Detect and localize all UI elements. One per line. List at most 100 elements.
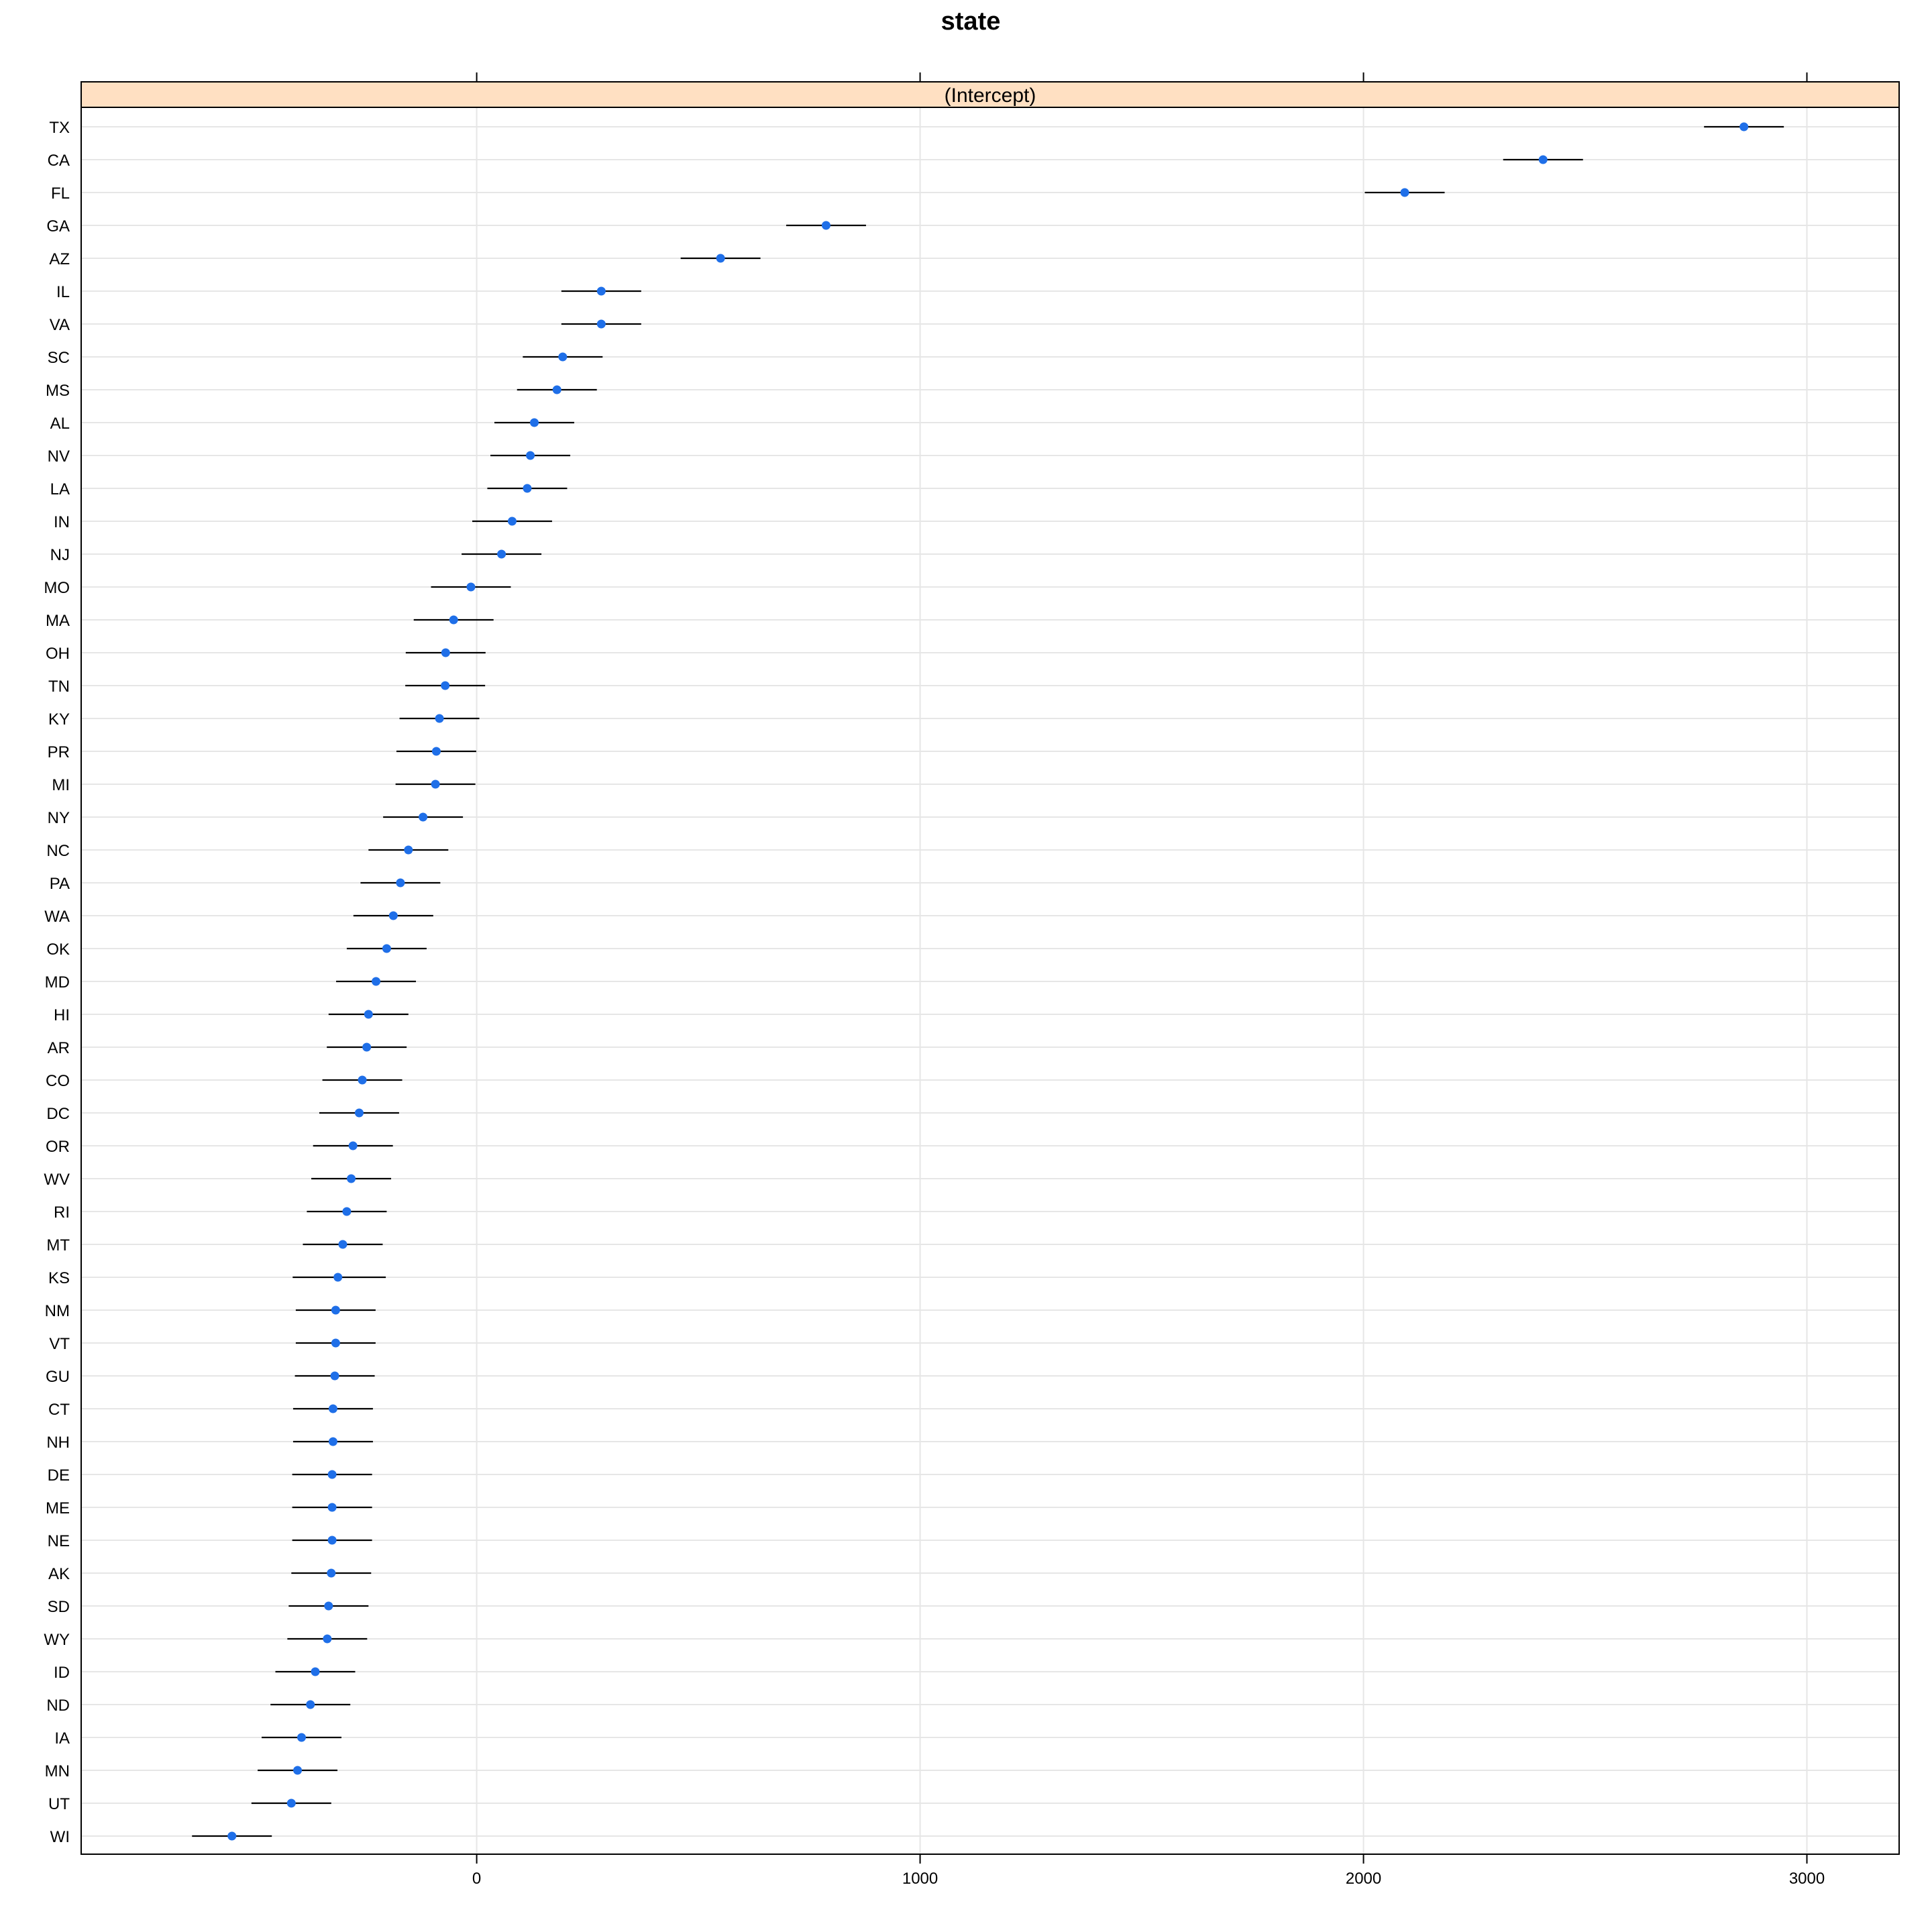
point-nh — [328, 1437, 337, 1446]
point-il — [596, 286, 606, 296]
category-label-nh: NH — [46, 1434, 70, 1452]
category-label-nv: NV — [48, 447, 70, 466]
point-pr — [431, 747, 441, 756]
point-wv — [347, 1174, 356, 1183]
point-me — [327, 1503, 337, 1512]
category-label-de: DE — [48, 1466, 70, 1485]
category-label-ks: KS — [48, 1269, 70, 1287]
point-fl — [1400, 188, 1409, 197]
x-tick-label: 3000 — [1789, 1870, 1825, 1888]
category-label-ar: AR — [48, 1039, 70, 1057]
point-sc — [558, 352, 568, 362]
category-label-wy: WY — [44, 1631, 70, 1649]
gridlines — [81, 107, 1899, 1854]
category-label-ia: IA — [54, 1729, 70, 1748]
category-label-hi: HI — [54, 1006, 70, 1024]
point-in — [507, 517, 517, 526]
point-id — [311, 1667, 320, 1676]
point-mi — [431, 780, 440, 789]
category-label-nc: NC — [46, 842, 70, 860]
category-label-ne: NE — [48, 1532, 70, 1550]
point-ne — [327, 1536, 337, 1545]
category-label-mn: MN — [45, 1762, 70, 1780]
point-co — [358, 1075, 367, 1085]
category-label-sd: SD — [48, 1598, 70, 1616]
top-axis-ticks — [476, 72, 1808, 82]
point-vt — [331, 1338, 340, 1348]
point-ut — [286, 1799, 296, 1808]
point-al — [530, 418, 539, 427]
category-label-tx: TX — [49, 119, 70, 137]
point-ga — [821, 221, 830, 230]
point-or — [348, 1141, 358, 1150]
category-label-la: LA — [50, 480, 70, 498]
point-ca — [1538, 155, 1548, 164]
category-label-id: ID — [54, 1664, 70, 1682]
chart-title: state — [941, 7, 1001, 36]
point-gu — [330, 1371, 339, 1381]
category-label-ky: KY — [48, 710, 70, 729]
category-label-tn: TN — [48, 678, 70, 696]
category-label-gu: GU — [46, 1368, 70, 1386]
point-ky — [435, 714, 444, 723]
point-ok — [382, 944, 391, 953]
point-wi — [227, 1831, 237, 1841]
point-va — [596, 319, 606, 329]
x-tick-label: 0 — [472, 1870, 481, 1888]
point-tn — [441, 681, 450, 690]
point-mo — [466, 582, 476, 592]
category-label-az: AZ — [49, 250, 70, 268]
category-label-oh: OH — [46, 645, 70, 663]
category-label-sc: SC — [48, 349, 70, 367]
point-az — [716, 254, 725, 263]
category-label-fl: FL — [51, 184, 70, 203]
x-tick-label: 2000 — [1346, 1870, 1381, 1888]
category-label-mt: MT — [46, 1236, 70, 1254]
panel-frame — [80, 107, 1900, 1855]
category-label-mi: MI — [52, 776, 70, 794]
point-mn — [293, 1766, 303, 1775]
point-wy — [323, 1634, 332, 1644]
point-sd — [324, 1601, 333, 1611]
point-de — [327, 1470, 337, 1479]
category-label-ny: NY — [48, 809, 70, 827]
category-label-nm: NM — [45, 1302, 70, 1320]
point-nm — [331, 1305, 340, 1315]
point-la — [523, 484, 532, 493]
point-wa — [388, 911, 398, 920]
category-label-ok: OK — [46, 941, 70, 959]
point-oh — [441, 648, 450, 657]
category-label-wv: WV — [44, 1171, 70, 1189]
category-label-nj: NJ — [50, 546, 70, 564]
point-mt — [338, 1240, 347, 1249]
x-tick-label: 1000 — [902, 1870, 938, 1888]
point-nc — [404, 845, 413, 855]
category-label-co: CO — [46, 1072, 70, 1090]
category-label-mo: MO — [44, 579, 70, 597]
data-marks — [192, 122, 1784, 1841]
point-md — [372, 977, 381, 986]
category-label-nd: ND — [46, 1697, 70, 1715]
category-label-ga: GA — [46, 217, 70, 235]
category-label-wi: WI — [50, 1828, 70, 1846]
category-label-pr: PR — [48, 743, 70, 761]
point-ct — [328, 1404, 337, 1413]
category-label-me: ME — [46, 1499, 70, 1517]
panel-strip-label: (Intercept) — [945, 85, 1036, 107]
category-label-md: MD — [45, 973, 70, 991]
category-label-ct: CT — [48, 1401, 70, 1419]
point-hi — [364, 1010, 373, 1019]
point-ri — [342, 1207, 352, 1216]
bottom-axis-ticks: 0 1000 2000 3000 — [472, 1854, 1825, 1888]
category-label-pa: PA — [50, 875, 70, 893]
category-label-ut: UT — [48, 1795, 70, 1813]
category-label-al: AL — [50, 415, 70, 433]
category-label-ak: AK — [48, 1565, 70, 1583]
point-nv — [526, 451, 535, 460]
point-pa — [396, 878, 405, 888]
point-nd — [306, 1700, 315, 1709]
category-label-ca: CA — [48, 152, 70, 170]
category-label-ri: RI — [54, 1203, 70, 1222]
point-ak — [327, 1568, 336, 1578]
